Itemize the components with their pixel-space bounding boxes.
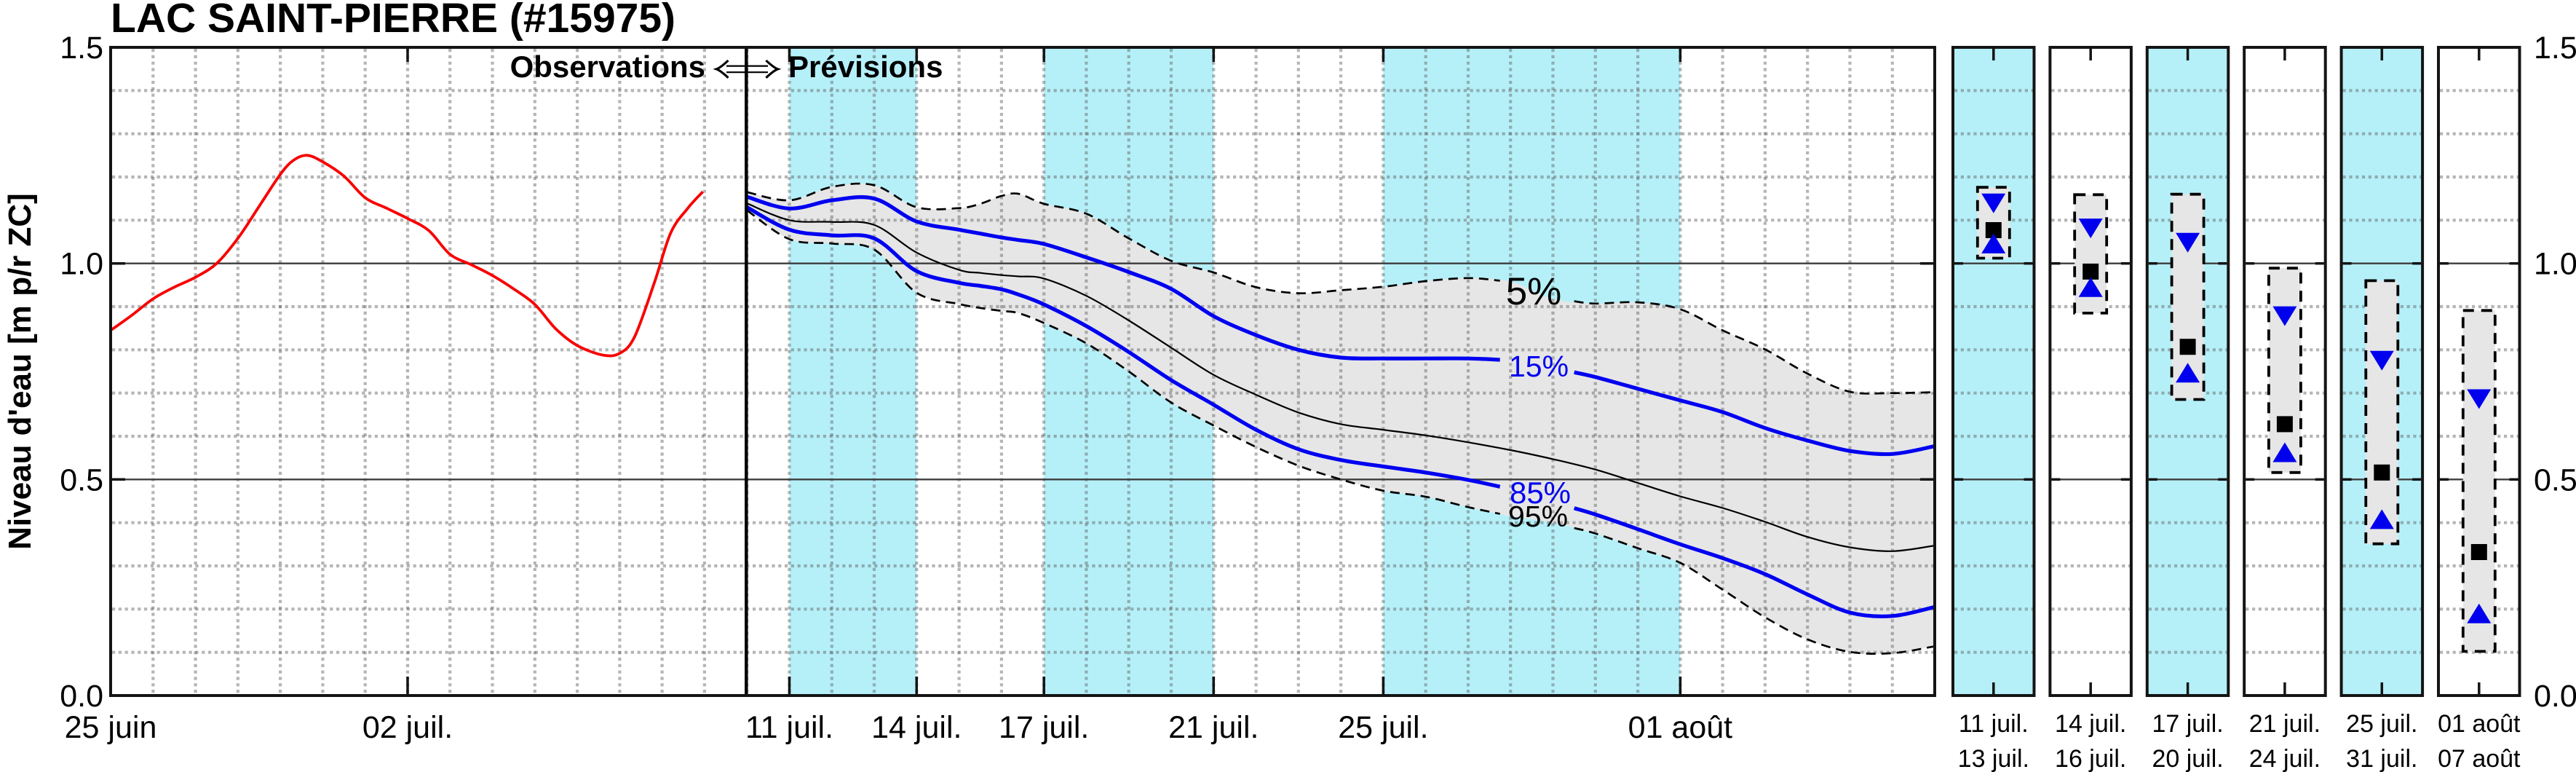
svg-text:Niveau d'eau [m p/r ZC]: Niveau d'eau [m p/r ZC] [2,193,38,550]
svg-text:1.0: 1.0 [2534,247,2576,282]
svg-text:85%: 85% [1510,476,1571,510]
svg-text:Prévisions: Prévisions [788,50,943,84]
svg-text:5%: 5% [1506,270,1562,313]
svg-text:0.0: 0.0 [2534,679,2576,714]
svg-text:15%: 15% [1509,350,1569,383]
svg-text:1.5: 1.5 [2534,31,2576,66]
svg-text:17 juil.: 17 juil. [999,710,1089,745]
svg-text:21 juil.: 21 juil. [1168,710,1259,745]
svg-text:0.5: 0.5 [2534,462,2576,497]
svg-text:31 juil.: 31 juil. [2346,745,2417,772]
svg-text:0.5: 0.5 [60,462,103,497]
svg-text:1.0: 1.0 [60,247,103,282]
svg-text:01 août: 01 août [2438,710,2521,738]
svg-text:11 juil.: 11 juil. [745,710,833,745]
svg-text:13 juil.: 13 juil. [1958,745,2029,772]
svg-text:25 juil.: 25 juil. [1338,710,1428,745]
svg-text:07 août: 07 août [2438,745,2521,772]
svg-text:02 juil.: 02 juil. [362,710,453,745]
svg-text:21 juil.: 21 juil. [2249,710,2321,738]
svg-text:25 juil.: 25 juil. [2346,710,2417,738]
svg-text:95%: 95% [1508,500,1568,533]
svg-text:24 juil.: 24 juil. [2249,745,2321,772]
svg-text:20 juil.: 20 juil. [2152,745,2223,772]
svg-text:25 juin: 25 juin [65,710,157,745]
svg-text:17 juil.: 17 juil. [2152,710,2223,738]
svg-text:Observations: Observations [510,50,705,84]
svg-text:LAC SAINT-PIERRE (#15975): LAC SAINT-PIERRE (#15975) [111,0,675,42]
svg-text:01 août: 01 août [1628,710,1733,745]
svg-text:11 juil.: 11 juil. [1959,710,2029,738]
svg-text:0.0: 0.0 [60,679,103,714]
svg-text:14 juil.: 14 juil. [871,710,962,745]
svg-text:1.5: 1.5 [60,31,103,66]
svg-text:16 juil.: 16 juil. [2055,745,2126,772]
svg-text:14 juil.: 14 juil. [2055,710,2126,738]
